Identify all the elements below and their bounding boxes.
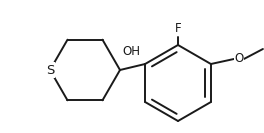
Text: S: S xyxy=(46,63,54,76)
Text: F: F xyxy=(175,22,181,35)
Text: O: O xyxy=(234,53,243,65)
Text: OH: OH xyxy=(122,45,140,58)
